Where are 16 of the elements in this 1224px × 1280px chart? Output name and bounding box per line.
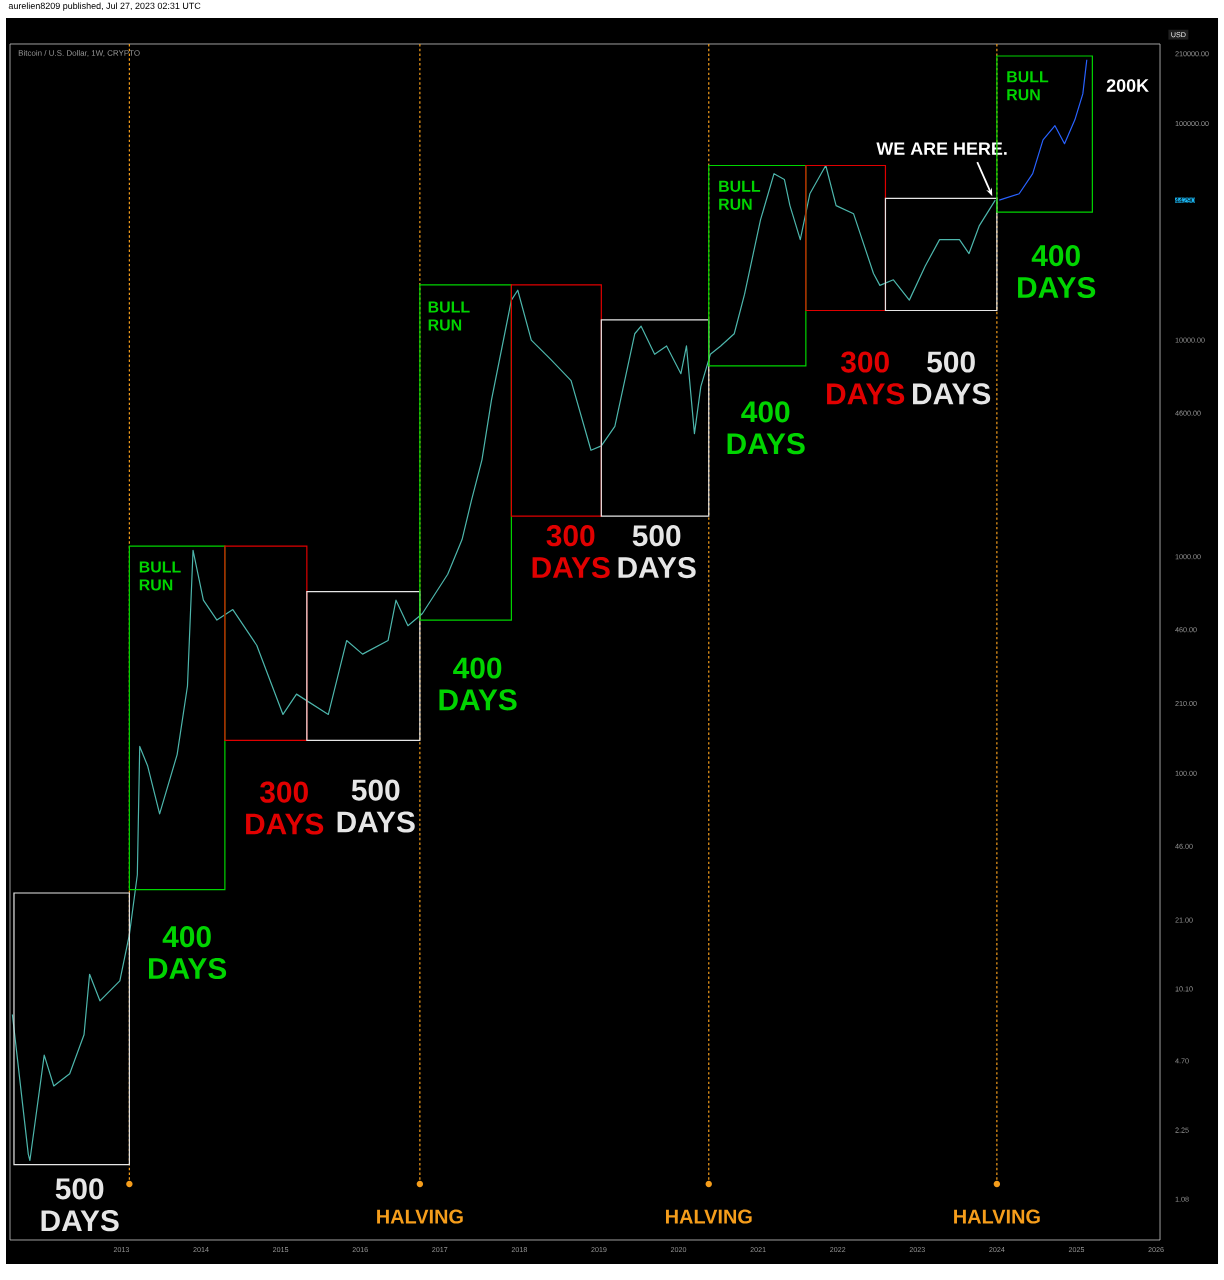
annotation: 400 DAYS [439, 657, 517, 711]
annotation: 300 DAYS [532, 525, 610, 579]
annotation: 400 DAYS [727, 401, 805, 455]
annotation: 200K [1106, 79, 1149, 92]
annotation: 500 DAYS [618, 525, 696, 579]
line-series [11, 164, 996, 1162]
annotation: 500 DAYS [337, 779, 415, 833]
annotation: 400 DAYS [148, 926, 227, 980]
annotation: 400 DAYS [1018, 245, 1096, 299]
annotation: 300 DAYS [827, 351, 905, 405]
ref-line-label: HALVING [954, 1209, 1040, 1224]
annotation: 500 DAYS [913, 351, 991, 405]
ref-line-label: HALVING [377, 1209, 463, 1224]
annotation: 500 DAYS [41, 1178, 119, 1232]
ref-line-label: HALVING [666, 1209, 752, 1224]
annotation: 300 DAYS [246, 781, 324, 835]
